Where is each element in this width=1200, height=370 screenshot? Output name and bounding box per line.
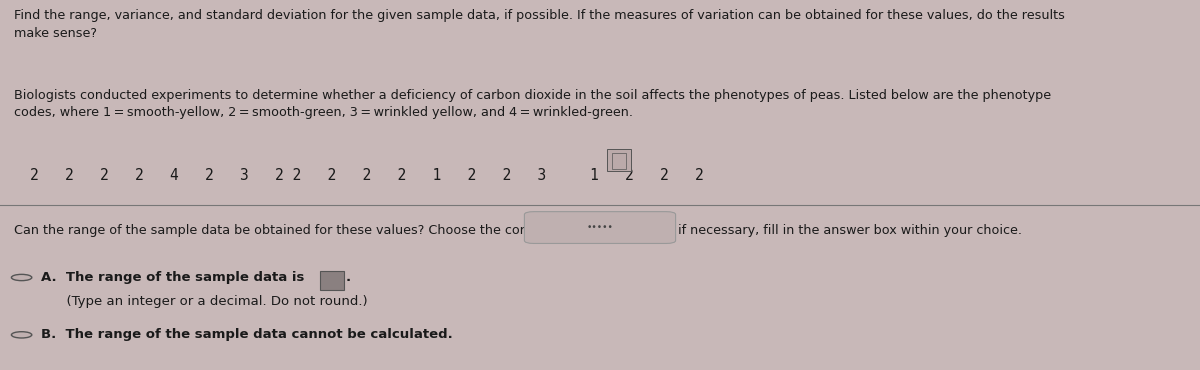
FancyBboxPatch shape (612, 153, 626, 169)
Text: Biologists conducted experiments to determine whether a deficiency of carbon dio: Biologists conducted experiments to dete… (14, 89, 1051, 119)
Text: 2   2   2   2   4   2   3   2 2   2   2   2   1   2   2   3     1   2   2   2: 2 2 2 2 4 2 3 2 2 2 2 2 1 2 2 3 1 2 2 2 (30, 168, 703, 184)
Text: .: . (346, 271, 350, 284)
FancyBboxPatch shape (607, 149, 631, 171)
Text: B.  The range of the sample data cannot be calculated.: B. The range of the sample data cannot b… (42, 328, 454, 342)
Circle shape (11, 332, 31, 338)
Text: •••••: ••••• (587, 223, 613, 232)
Text: A.  The range of the sample data is: A. The range of the sample data is (42, 271, 305, 284)
Circle shape (11, 275, 31, 280)
FancyBboxPatch shape (320, 271, 344, 290)
Text: Can the range of the sample data be obtained for these values? Choose the correc: Can the range of the sample data be obta… (14, 224, 1022, 237)
Text: Find the range, variance, and standard deviation for the given sample data, if p: Find the range, variance, and standard d… (14, 9, 1066, 40)
FancyBboxPatch shape (524, 212, 676, 243)
Text: (Type an integer or a decimal. Do not round.): (Type an integer or a decimal. Do not ro… (42, 295, 368, 308)
